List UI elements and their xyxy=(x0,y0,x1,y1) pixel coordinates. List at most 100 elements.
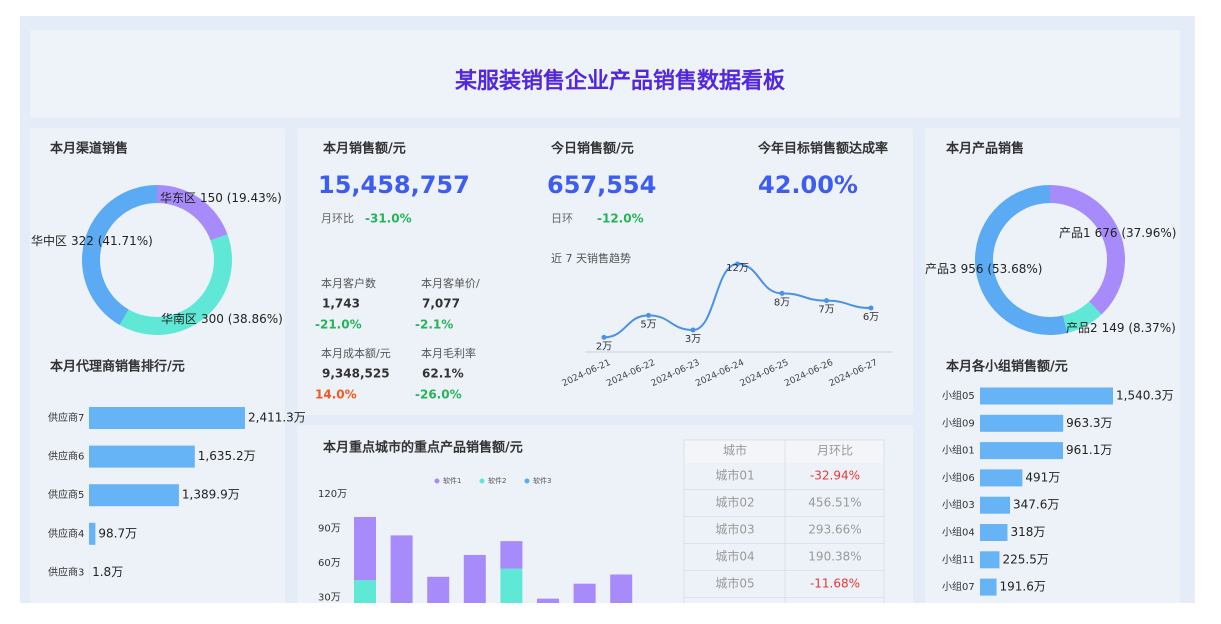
table-header: 城市 xyxy=(723,443,747,458)
bar-value-label: 225.5万 xyxy=(1002,552,1048,566)
label-name: 华中区 xyxy=(31,233,67,248)
bar-category: 小组03 xyxy=(942,498,975,511)
legend-marker xyxy=(479,478,485,484)
table-header-bg xyxy=(684,440,884,463)
kpi-value: 42.00% xyxy=(758,171,858,199)
bar xyxy=(980,496,1011,514)
bar-value-label: 98.7万 xyxy=(98,526,137,540)
point xyxy=(735,261,740,267)
legend-marker xyxy=(524,478,530,484)
kpi-value: 657,554 xyxy=(547,171,656,199)
bar-segment xyxy=(354,580,376,603)
legend-label: 软件1 xyxy=(443,476,461,485)
point xyxy=(690,327,696,333)
bar-value-label: 191.6万 xyxy=(1000,580,1046,594)
bar-value-label: 1.8万 xyxy=(92,565,123,579)
bar xyxy=(980,442,1063,460)
panel-title: 本月重点城市的重点产品销售额/元 xyxy=(323,440,523,456)
bar-segment xyxy=(500,568,523,603)
bar-value-label: 961.1万 xyxy=(1066,443,1112,457)
bar-category: 小组09 xyxy=(942,416,975,429)
sub-kpi-label: 本月客单价/ xyxy=(421,276,480,290)
donut-label: 产品3 956 (53.68%) xyxy=(925,262,1042,276)
kpi-change-label: 月环比 xyxy=(321,212,354,225)
table-cell: -11.68% xyxy=(810,577,860,591)
sub-kpi-change: 14.0% xyxy=(315,388,357,402)
bar-segment xyxy=(573,583,596,603)
label-value: 300 (38.86%) xyxy=(201,312,283,326)
donut-label: 产品1 676 (37.96%) xyxy=(1059,226,1176,240)
kpi-change: -12.0% xyxy=(597,212,644,226)
title-panel xyxy=(30,30,1180,118)
donut-segment xyxy=(119,234,233,335)
bar-category: 供应商5 xyxy=(48,488,84,501)
bar-value-label: 318万 xyxy=(1010,525,1045,539)
bar-category: 小组05 xyxy=(942,389,975,402)
sub-kpi-value: 62.1% xyxy=(422,367,464,381)
point-label: 5万 xyxy=(640,319,656,330)
bar-value-label: 1,540.3万 xyxy=(1116,389,1174,403)
y-tick-label: 60万 xyxy=(318,558,341,569)
donut-label: 华中区 322 (41.71%) xyxy=(31,233,153,248)
panel xyxy=(297,425,913,603)
table-cell: 城市05 xyxy=(715,576,754,591)
table-cell: 293.66% xyxy=(808,523,861,537)
bar-category: 小组06 xyxy=(942,471,975,484)
bar-category: 小组11 xyxy=(942,553,975,566)
bar xyxy=(89,407,245,429)
panel-title: 本月代理商销售排行/元 xyxy=(50,359,185,375)
kpi-change: -31.0% xyxy=(365,212,412,226)
point-label: 2万 xyxy=(596,341,612,352)
donut-segment xyxy=(975,185,1068,335)
bar-value-label: 1,635.2万 xyxy=(198,449,256,463)
sub-kpi-label: 本月客户数 xyxy=(321,276,376,290)
label-name: 华南区 xyxy=(161,311,197,326)
kpi-value: 15,458,757 xyxy=(318,171,470,199)
label-value: 676 (37.96%) xyxy=(1095,226,1177,240)
table-cell: 城市03 xyxy=(715,522,754,537)
bar-category: 小组04 xyxy=(942,526,975,539)
bar-segment xyxy=(463,554,486,603)
bar xyxy=(980,387,1113,405)
bar-category: 供应商7 xyxy=(48,411,84,424)
bar-value-label: 347.6万 xyxy=(1013,498,1059,512)
sub-kpi-change: -21.0% xyxy=(315,318,362,332)
panel-title: 本月渠道销售 xyxy=(50,141,128,157)
legend-label: 软件2 xyxy=(488,476,506,485)
donut-segment xyxy=(1050,185,1125,315)
bar-value-label: 963.3万 xyxy=(1066,416,1112,430)
point xyxy=(646,312,651,318)
label-value: 149 (8.37%) xyxy=(1102,321,1176,335)
board-content: 某服装销售企业产品销售数据看板 本月销售额/元 15,458,757 月环比 -31.… xyxy=(30,30,1180,604)
donut-segment xyxy=(82,185,157,326)
point xyxy=(601,334,607,340)
bar-segment xyxy=(390,535,413,603)
point xyxy=(824,298,829,304)
point xyxy=(779,290,785,296)
label-name: 产品2 xyxy=(1066,321,1098,335)
bar-segment xyxy=(354,517,376,581)
legend-label: 软件3 xyxy=(533,476,551,485)
bar xyxy=(980,578,997,596)
sub-kpi-value: 9,348,525 xyxy=(322,367,390,381)
label-name: 华东区 xyxy=(160,191,196,205)
page-title: 某服装销售企业产品销售数据看板 xyxy=(455,68,786,94)
label-value: 956 (53.68%) xyxy=(961,262,1043,276)
table-header: 月环比 xyxy=(817,444,853,458)
table-border xyxy=(683,439,885,603)
y-tick-label: 90万 xyxy=(318,524,341,535)
bar xyxy=(89,522,96,545)
label-value: 150 (19.43%) xyxy=(200,191,282,205)
bar xyxy=(980,551,1000,569)
bar-segment xyxy=(427,576,450,603)
point xyxy=(868,305,874,311)
point-label: 8万 xyxy=(774,297,790,308)
bar-category: 供应商6 xyxy=(48,450,84,463)
kpi-change-label: 日环 xyxy=(551,212,573,225)
bar-category: 小组01 xyxy=(942,444,975,457)
y-tick-label: 30万 xyxy=(318,593,341,604)
label-value: 322 (41.71%) xyxy=(71,234,153,248)
sub-kpi-value: 7,077 xyxy=(422,297,460,311)
